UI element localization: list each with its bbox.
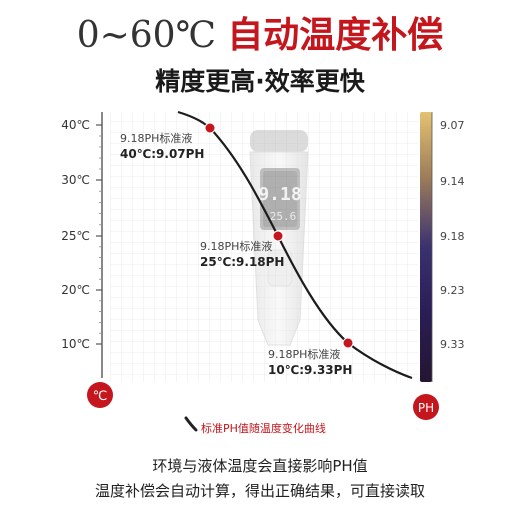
y-axis: 40℃ 30℃ 25℃ 20℃ 10℃: [61, 112, 103, 378]
scale-tick-label: 9.14: [440, 175, 465, 188]
y-tick-label: 40℃: [61, 118, 90, 132]
temperature-range: 0~60℃: [76, 15, 216, 56]
data-point-10c: [342, 337, 354, 349]
y-tick-label: 20℃: [61, 283, 90, 297]
title-highlight: 自动温度补偿: [227, 15, 444, 56]
data-point-25c: [272, 230, 284, 242]
point-label-solution: 9.18PH标准液: [268, 347, 340, 361]
point-label-value: 40℃:9.07PH: [120, 147, 204, 161]
celsius-badge: ℃: [87, 382, 113, 408]
scale-tick-label: 9.23: [440, 284, 465, 297]
svg-text:PH: PH: [418, 401, 434, 415]
y-tick-label: 25℃: [61, 229, 90, 243]
y-tick-label: 10℃: [61, 337, 90, 351]
footer-line-1: 环境与液体温度会直接影响PH值: [152, 457, 368, 475]
meter-reading: 9.18: [258, 184, 301, 205]
svg-text:℃: ℃: [93, 389, 108, 404]
curve-legend: 标准PH值随温度变化曲线: [184, 416, 326, 435]
ph-curve-layer: 9.18PH标准液40℃:9.07PH9.18PH标准液25℃:9.18PH9.…: [120, 110, 413, 380]
point-label-value: 10℃:9.33PH: [268, 363, 352, 377]
ph-color-scale: 9.07 9.14 9.18 9.23 9.33: [420, 112, 465, 382]
scale-tick-label: 9.33: [440, 338, 465, 351]
page-subtitle: 精度更高·效率更快: [155, 67, 365, 96]
footer-line-2: 温度补偿会自动计算，得出正确结果，可直接读取: [94, 482, 425, 500]
data-point-40c: [204, 122, 216, 134]
ph-badge: PH: [413, 394, 439, 420]
scale-tick-label: 9.07: [440, 119, 465, 132]
meter-temp: 25.6: [270, 210, 297, 223]
scale-tick-label: 9.18: [440, 230, 465, 243]
curve-legend-icon: [184, 416, 198, 432]
ph-meter-illustration: 9.18 25.6: [249, 130, 309, 346]
point-label-value: 25℃:9.18PH: [200, 255, 284, 269]
curve-legend-caption: 标准PH值随温度变化曲线: [201, 421, 326, 435]
y-tick-label: 30℃: [61, 173, 90, 187]
page-title: 0~60℃ 自动温度补偿: [0, 14, 520, 58]
point-label-solution: 9.18PH标准液: [120, 131, 192, 145]
point-label-solution: 9.18PH标准液: [200, 239, 272, 253]
